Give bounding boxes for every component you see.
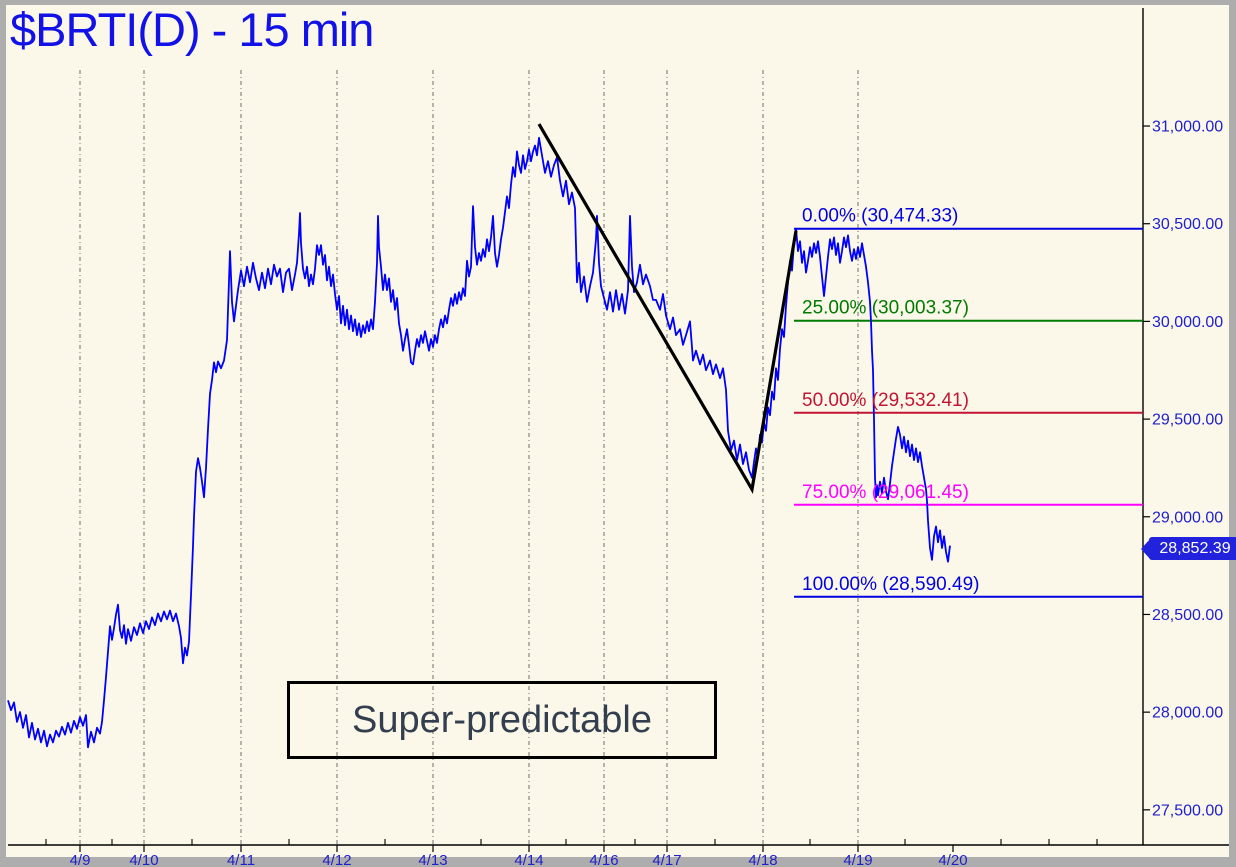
x-tick-label: 4/16 <box>589 852 618 867</box>
x-tick-label: 4/11 <box>227 852 255 867</box>
chart-panel <box>6 5 1229 857</box>
x-tick-label: 4/20 <box>938 852 967 867</box>
y-tick-label: 31,000.00 <box>1152 119 1223 136</box>
y-tick-label: 28,500.00 <box>1152 607 1223 624</box>
fib-label-25.00%: 25.00% (30,003.37) <box>802 298 969 319</box>
x-tick-label: 4/12 <box>322 852 351 867</box>
fib-label-0.00%: 0.00% (30,474.33) <box>802 206 958 227</box>
price-line <box>7 136 951 749</box>
y-tick-label: 30,000.00 <box>1152 314 1223 331</box>
x-tick-label: 4/10 <box>129 852 158 867</box>
annotation-box: Super-predictable <box>287 681 717 759</box>
x-tick-label: 4/18 <box>748 852 777 867</box>
x-tick-label: 4/14 <box>514 852 543 867</box>
badge-arrow-icon <box>1141 537 1151 560</box>
y-tick-label: 29,500.00 <box>1152 412 1223 429</box>
x-tick-label: 4/13 <box>418 852 447 867</box>
y-tick-label: 30,500.00 <box>1152 216 1223 233</box>
last-price-badge: 28,852.39 <box>1141 537 1236 560</box>
annotation-text: Super-predictable <box>352 698 652 741</box>
fib-label-75.00%: 75.00% (29,061.45) <box>802 482 969 503</box>
x-tick-label: 4/17 <box>652 852 681 867</box>
x-tick-label: 4/9 <box>70 852 91 867</box>
page-title: $BRTI(D) - 15 min <box>10 3 374 56</box>
x-tick-label: 4/19 <box>843 852 872 867</box>
y-tick-label: 27,500.00 <box>1152 802 1223 819</box>
fib-label-50.00%: 50.00% (29,532.41) <box>802 390 969 411</box>
last-price-value: 28,852.39 <box>1149 537 1236 560</box>
y-tick-label: 28,000.00 <box>1152 705 1223 722</box>
fib-label-100.00%: 100.00% (28,590.49) <box>802 574 979 595</box>
trendline <box>537 123 798 495</box>
y-tick-label: 29,000.00 <box>1152 509 1223 526</box>
